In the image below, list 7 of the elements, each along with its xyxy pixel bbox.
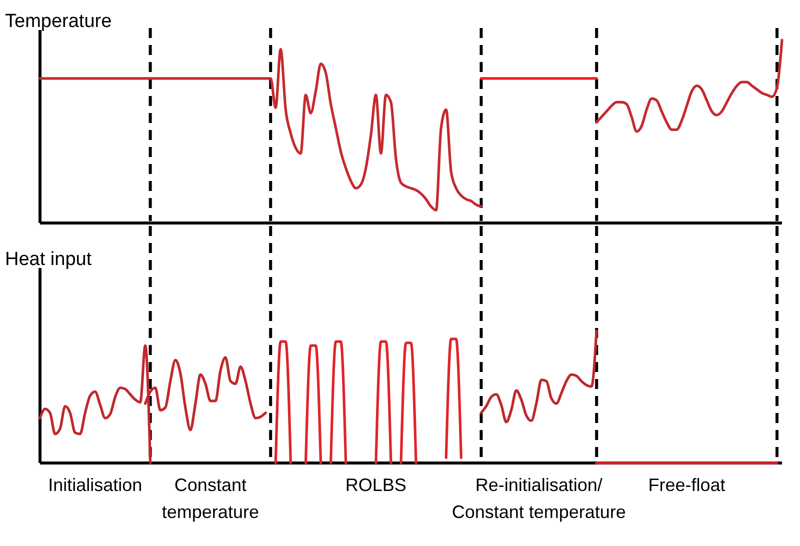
y-axis-title: Temperature [5,11,112,32]
text: Initialisation [48,475,142,495]
text: Re-initialisation/ Constant temperature [452,475,626,522]
y-axis-title: Heat input [5,249,92,270]
text: ROLBS [345,475,406,495]
text: Constant temperature [162,475,259,522]
text: Free-float [648,475,726,495]
